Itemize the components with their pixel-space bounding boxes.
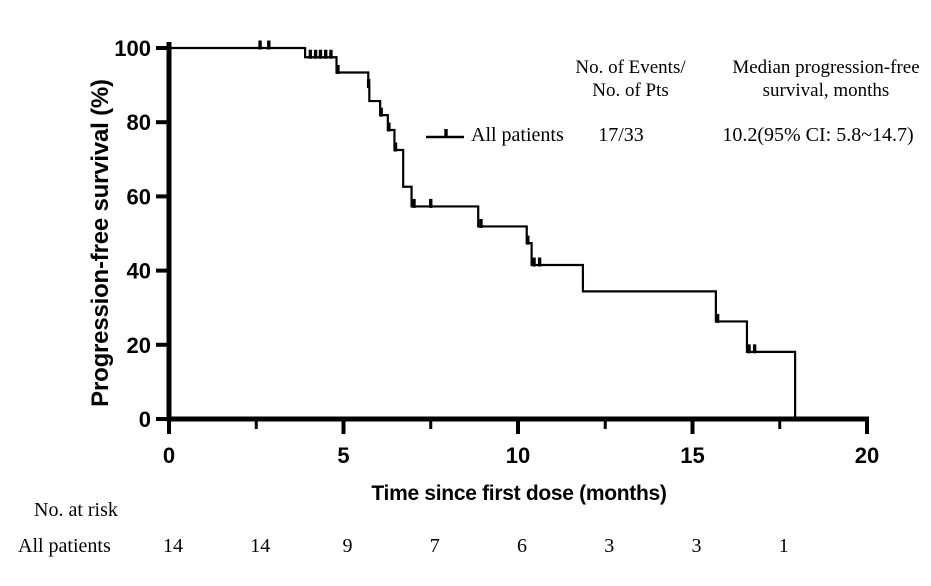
legend-series-marker-icon xyxy=(426,129,464,139)
at-risk-count: 14 xyxy=(163,535,183,557)
at-risk-count: 3 xyxy=(604,535,615,557)
legend-median-header: Median progression-free survival, months xyxy=(700,56,931,102)
y-tick-label: 60 xyxy=(127,184,151,209)
survival-step-curve xyxy=(169,46,797,419)
y-tick-label: 0 xyxy=(139,407,151,432)
legend-events-header: No. of Events/ No. of Pts xyxy=(548,56,713,102)
legend-median-header-line2: survival, months xyxy=(762,80,890,101)
legend-events-value: 17/33 xyxy=(598,124,644,146)
y-tick-label: 80 xyxy=(127,110,151,135)
at-risk-count: 6 xyxy=(517,535,527,557)
at-risk-row-label: All patients xyxy=(18,535,111,557)
x-axis-title: Time since first dose (months) xyxy=(371,482,667,505)
at-risk-table-title: No. at risk xyxy=(34,499,118,521)
at-risk-count: 9 xyxy=(342,535,353,557)
legend-events-header-line2: No. of Pts xyxy=(592,80,669,101)
at-risk-count: 14 xyxy=(250,535,271,557)
x-tick-label: 10 xyxy=(506,443,530,468)
y-tick-label: 20 xyxy=(127,333,151,358)
y-axis-title: Progression-free survival (%) xyxy=(87,79,114,407)
x-tick-label: 15 xyxy=(680,443,704,468)
legend-series-label: All patients xyxy=(471,124,564,146)
legend-median-header-line1: Median progression-free xyxy=(732,57,920,78)
y-tick-label: 40 xyxy=(127,259,151,284)
x-tick-label: 5 xyxy=(337,443,349,468)
at-risk-count: 3 xyxy=(691,535,702,557)
y-tick-label: 100 xyxy=(114,36,151,61)
x-tick-label: 20 xyxy=(855,443,879,468)
at-risk-count: 7 xyxy=(429,535,440,557)
legend-events-header-line1: No. of Events/ xyxy=(575,57,686,78)
at-risk-count: 1 xyxy=(778,535,789,557)
legend-median-value: 10.2(95% CI: 5.8~14.7) xyxy=(722,124,914,146)
x-tick-label: 0 xyxy=(163,443,175,468)
